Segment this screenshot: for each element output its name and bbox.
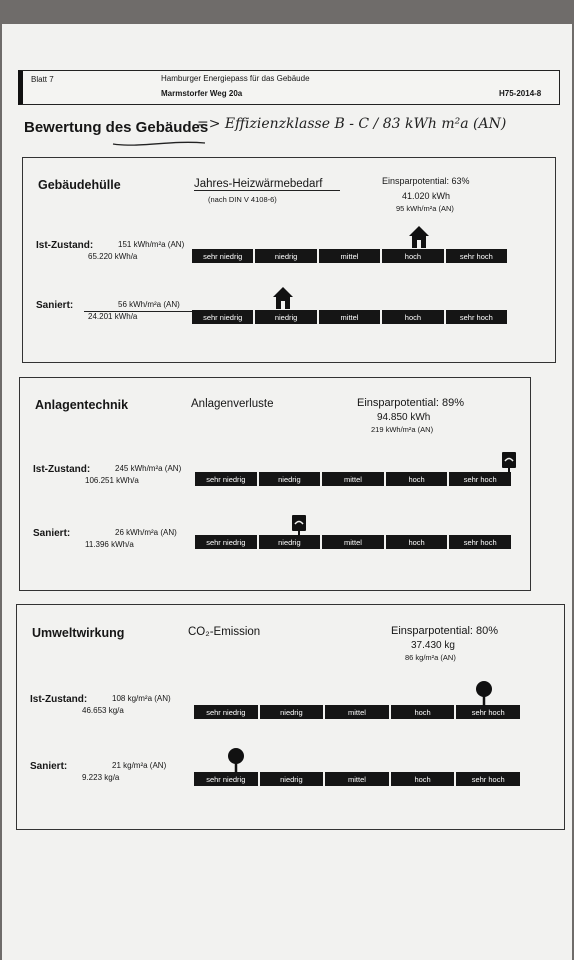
- scale-segment-mittel: mittel: [322, 535, 384, 549]
- section-box-1: [19, 377, 531, 591]
- house-marker-icon: [408, 226, 429, 248]
- ist-rating-scale: sehr niedrig niedrig mittel hoch sehr hoch: [194, 705, 520, 719]
- saniert-absolute-value: 9.223 kg/a: [82, 773, 120, 782]
- ist-absolute-value: 46.653 kg/a: [82, 706, 124, 715]
- tree-marker-icon: [228, 748, 245, 773]
- scale-segment-sehr-hoch: sehr hoch: [445, 310, 508, 324]
- savings-specific: 95 kWh/m²a (AN): [396, 204, 454, 213]
- paper-sheet: [2, 24, 572, 960]
- scale-segment-niedrig: niedrig: [255, 249, 317, 263]
- saniert-label: Saniert:: [36, 300, 74, 311]
- ist-rating-scale: sehr niedrig niedrig mittel hoch sehr hoch: [192, 249, 508, 263]
- gauge-marker-icon: [292, 515, 307, 536]
- savings-absolute: 41.020 kWh: [402, 191, 451, 201]
- ist-rating-scale: sehr niedrig niedrig mittel hoch sehr hoch: [195, 472, 511, 486]
- ist-label: Ist-Zustand:: [33, 464, 91, 475]
- scale-segment-sehr-niedrig: sehr niedrig: [195, 472, 257, 486]
- scale-segment-sehr-niedrig: sehr niedrig: [192, 249, 254, 263]
- section-title: Anlagentechnik: [35, 398, 129, 412]
- scale-segment-mittel: mittel: [325, 772, 389, 786]
- ist-label: Ist-Zustand:: [36, 240, 94, 251]
- section-box-0: [22, 157, 556, 363]
- saniert-specific-value: 56 kWh/m²a (AN): [118, 300, 180, 309]
- metric-underline: [194, 190, 340, 191]
- page-title: Bewertung des Gebäudes: [24, 119, 209, 136]
- building-address: Marmstorfer Weg 20a: [161, 89, 243, 98]
- ist-absolute-value: 106.251 kWh/a: [85, 476, 139, 485]
- section-title: Umweltwirkung: [32, 626, 125, 640]
- scale-segment-sehr-hoch: sehr hoch: [456, 772, 520, 786]
- section-metric: Jahres-Heizwärmebedarf: [194, 178, 323, 190]
- scale-segment-hoch: hoch: [382, 310, 444, 324]
- sheet-number: Blatt 7: [31, 75, 54, 84]
- scale-segment-sehr-niedrig: sehr niedrig: [194, 705, 258, 719]
- saniert-rating-scale: sehr niedrig niedrig mittel hoch sehr hoch: [192, 310, 508, 324]
- scale-segment-hoch: hoch: [382, 249, 444, 263]
- section-metric: Anlagenverluste: [191, 398, 274, 410]
- document-code: H75-2014-8: [499, 89, 542, 98]
- scale-segment-sehr-hoch: sehr hoch: [445, 249, 508, 263]
- gauge-marker-icon: [502, 452, 517, 473]
- ist-specific-value: 245 kWh/m²a (AN): [115, 464, 182, 473]
- document-header: Blatt 7 Hamburger Energiepass für das Ge…: [18, 70, 560, 105]
- saniert-specific-value: 26 kWh/m²a (AN): [115, 528, 177, 537]
- saniert-label: Saniert:: [30, 761, 68, 772]
- saniert-rating-scale: sehr niedrig niedrig mittel hoch sehr hoch: [195, 535, 511, 549]
- savings-specific: 219 kWh/m²a (AN): [371, 425, 434, 434]
- metric-norm: (nach DIN V 4108-6): [208, 195, 277, 204]
- ist-absolute-value: 65.220 kWh/a: [88, 252, 138, 261]
- scale-segment-sehr-hoch: sehr hoch: [449, 535, 511, 549]
- saniert-rating-scale: sehr niedrig niedrig mittel hoch sehr hoch: [194, 772, 520, 786]
- scale-segment-sehr-niedrig: sehr niedrig: [195, 535, 257, 549]
- section-metric: CO₂-Emission: [188, 626, 261, 638]
- scale-segment-sehr-niedrig: sehr niedrig: [194, 772, 258, 786]
- scale-segment-hoch: hoch: [390, 705, 455, 719]
- scale-segment-mittel: mittel: [322, 472, 384, 486]
- scale-segment-sehr-niedrig: sehr niedrig: [192, 310, 254, 324]
- scale-segment-niedrig: niedrig: [255, 310, 317, 324]
- handwritten-underline: [112, 141, 206, 146]
- scale-segment-hoch: hoch: [385, 535, 448, 549]
- ist-label: Ist-Zustand:: [30, 694, 88, 705]
- savings-label: Einsparpotential: 63%: [382, 176, 470, 186]
- scale-segment-niedrig: niedrig: [258, 472, 321, 486]
- scale-segment-niedrig: niedrig: [259, 705, 324, 719]
- savings-absolute: 94.850 kWh: [377, 412, 431, 423]
- scale-segment-niedrig: niedrig: [258, 535, 321, 549]
- section-box-2: [16, 604, 565, 830]
- saniert-specific-value: 21 kg/m²a (AN): [112, 761, 167, 770]
- scale-segment-hoch: hoch: [385, 472, 448, 486]
- ist-specific-value: 151 kWh/m²a (AN): [118, 240, 185, 249]
- saniert-absolute-value: 11.396 kWh/a: [85, 540, 134, 549]
- section-title: Gebäudehülle: [38, 178, 121, 192]
- scale-segment-sehr-hoch: sehr hoch: [456, 705, 520, 719]
- savings-specific: 86 kg/m²a (AN): [405, 653, 456, 662]
- scale-segment-mittel: mittel: [318, 310, 381, 324]
- tree-marker-icon: [476, 681, 493, 706]
- saniert-absolute-value: 24.201 kWh/a: [88, 312, 138, 321]
- scale-segment-mittel: mittel: [325, 705, 389, 719]
- scale-segment-hoch: hoch: [390, 772, 455, 786]
- ist-specific-value: 108 kg/m²a (AN): [112, 694, 171, 703]
- handwritten-note: => Effizienzklasse B - C / 83 kWh m²a (A…: [197, 116, 507, 132]
- saniert-underline: [84, 311, 216, 312]
- savings-absolute: 37.430 kg: [411, 640, 455, 651]
- scale-segment-niedrig: niedrig: [259, 772, 324, 786]
- house-marker-icon: [273, 287, 294, 309]
- saniert-label: Saniert:: [33, 528, 71, 539]
- program-title: Hamburger Energiepass für das Gebäude: [161, 74, 310, 83]
- scale-segment-mittel: mittel: [318, 249, 381, 263]
- savings-label: Einsparpotential: 89%: [357, 397, 465, 409]
- savings-label: Einsparpotential: 80%: [391, 625, 499, 637]
- scale-segment-sehr-hoch: sehr hoch: [449, 472, 511, 486]
